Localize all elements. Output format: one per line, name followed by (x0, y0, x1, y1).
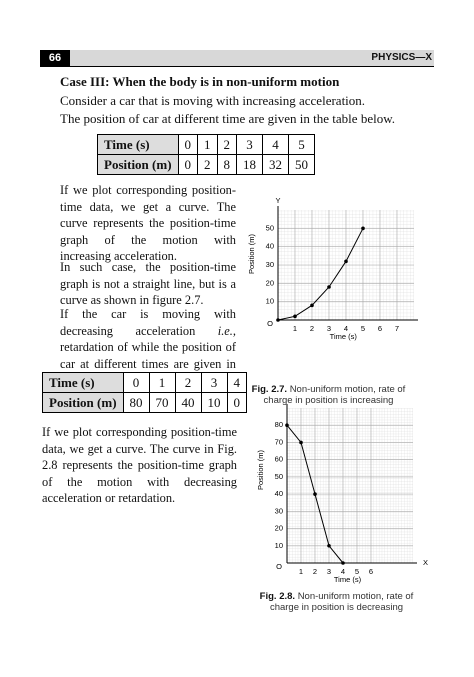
data-point (285, 423, 289, 428)
intro-line: The position of car at different time ar… (60, 111, 395, 126)
y-tick-label: 60 (275, 455, 283, 464)
table-cell: 18 (236, 154, 264, 175)
table-cell: 1 (148, 372, 176, 393)
text: If the car is moving with decreasing acc… (60, 307, 236, 338)
table: Time (s) 0 1 2 3 4 Position (m) 80 70 40 10 0 (42, 372, 248, 413)
y-tick-label: 20 (266, 278, 274, 287)
x-tick-label: 3 (327, 324, 331, 333)
x-tick-label: 4 (341, 567, 345, 576)
table-cell: Time (s) (42, 372, 124, 393)
data-point (341, 561, 345, 565)
y-tick-label: 40 (266, 242, 274, 251)
x-tick-label: 2 (310, 324, 314, 333)
x-tick-label: 4 (344, 324, 348, 333)
y-tick-label: 50 (266, 223, 274, 232)
x-tick-label: 6 (369, 567, 373, 576)
data-point (327, 543, 331, 548)
caption-label: Fig. 2.7. (251, 384, 288, 395)
table-cell: Position (m) (97, 154, 179, 175)
table-cell: 1 (197, 134, 218, 155)
data-point (327, 285, 331, 289)
table-cell: 50 (288, 154, 316, 175)
data-line (277, 228, 364, 321)
caption-text: Non-uniform motion, rate of charge in po… (269, 591, 414, 613)
x-tick-label: 5 (355, 567, 359, 576)
figure: 12345671020304050XYOTime (s)Position (m) (247, 196, 418, 341)
table-cell: 2 (174, 372, 202, 393)
table-cell: 4 (262, 134, 290, 155)
table-row: Time (s) 0 1 2 3 4 5 (97, 134, 316, 155)
y-tick-label: 20 (275, 524, 283, 533)
data-point (344, 259, 348, 264)
x-tick-label: 5 (361, 324, 365, 333)
data-point (293, 314, 297, 319)
table-cell: 0 (226, 392, 248, 413)
x-axis-label: Time (s) (334, 575, 362, 584)
table-cell: 3 (200, 372, 228, 393)
y-tick-label: 30 (266, 260, 274, 269)
graph-paper (287, 408, 413, 563)
table-cell: 0 (177, 154, 199, 175)
text: i.e., (217, 323, 236, 338)
y-tick-label: 80 (275, 420, 283, 429)
origin-label: O (276, 562, 282, 571)
caption-label: Fig. 2.8. (259, 591, 296, 602)
table-row: Position (m) 80 70 40 10 0 (42, 392, 248, 413)
table-cell: 10 (200, 392, 228, 413)
caption-text: Non-uniform motion, rate of charge in po… (263, 384, 406, 406)
table-cell: Position (m) (42, 392, 124, 413)
y-tick-label: 30 (275, 506, 283, 515)
paragraph: If we plot corresponding position-time d… (42, 425, 237, 506)
x-axis-label: Time (s) (330, 332, 358, 341)
caption: Fig. 2.8. Non-uniform motion, rate of ch… (244, 591, 429, 613)
table-cell: 0 (177, 134, 199, 155)
x-tick-label: 7 (395, 324, 399, 333)
x-tick-label: 3 (327, 567, 331, 576)
book-title: PHYSICS—X (371, 52, 432, 63)
table-cell: 2 (197, 154, 218, 175)
x-tick-label: 1 (293, 324, 297, 333)
data-point (276, 318, 280, 322)
x-tick-label: 1 (299, 567, 303, 576)
origin-label: O (267, 319, 273, 328)
y-axis-label: Position (m) (247, 233, 256, 274)
table-cell: 2 (216, 134, 238, 155)
table-cell: Time (s) (97, 134, 179, 155)
paragraph: In such case, the position-time graph is… (60, 260, 236, 308)
table-row: Time (s) 0 1 2 3 4 (42, 372, 248, 393)
data-point (299, 440, 303, 445)
table-cell: 3 (236, 134, 264, 155)
table-cell: 0 (122, 372, 150, 393)
paragraph: If we plot corresponding position-time d… (60, 183, 236, 264)
data-point (313, 492, 317, 496)
table: Time (s) 0 1 2 3 4 5 Position (m) 0 2 8 18 32 50 (97, 134, 316, 175)
y-tick-label: 40 (275, 489, 283, 498)
table-cell: 80 (122, 392, 150, 413)
x-tick-label: 6 (378, 324, 382, 333)
table-cell: 5 (288, 134, 316, 155)
table-cell: 40 (174, 392, 202, 413)
axis-letter: Y (275, 196, 280, 205)
y-tick-label: 10 (275, 541, 283, 550)
y-tick-label: 10 (266, 297, 274, 306)
y-tick-label: 70 (275, 437, 283, 446)
table-cell: 70 (148, 392, 176, 413)
table-cell: 8 (216, 154, 238, 175)
caption: Fig. 2.7. Non-uniform motion, rate of ch… (236, 384, 421, 406)
data-point (361, 226, 365, 231)
table-row: Position (m) 0 2 8 18 32 50 (97, 154, 316, 175)
y-tick-label: 50 (275, 472, 283, 481)
intro-line: Consider a car that is moving with incre… (60, 93, 366, 108)
header-bar (40, 50, 434, 67)
page-number: 66 (40, 50, 70, 66)
table-cell: 32 (262, 154, 290, 175)
heading: Case III: When the body is in non-unifor… (60, 74, 340, 89)
x-tick-label: 2 (313, 567, 317, 576)
y-axis-label: Position (m) (256, 449, 265, 490)
figure: 1234561020304050607080XYOTime (s)Positio… (256, 404, 428, 584)
axis-letter: X (423, 558, 428, 567)
data-point (310, 303, 314, 308)
